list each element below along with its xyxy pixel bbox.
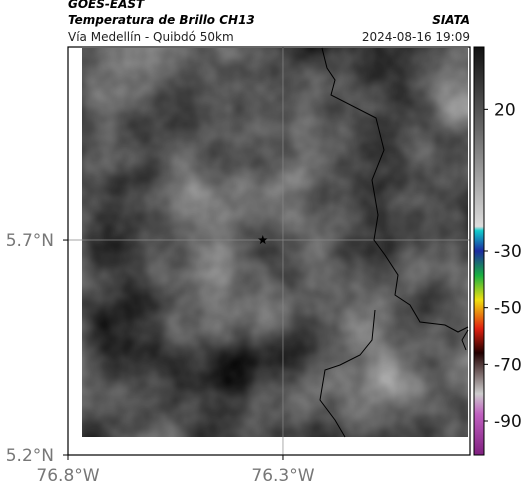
- colorbar-label: -30: [494, 242, 522, 262]
- x-tick-label: 76.8°W: [36, 466, 99, 486]
- colorbar-label: 20: [494, 100, 516, 120]
- subtitle: Temperatura de Brillo CH13: [68, 13, 255, 27]
- title: GOES-EAST: [68, 0, 145, 11]
- colorbar-label: -70: [494, 355, 522, 375]
- colorbar-label: -90: [494, 412, 522, 432]
- colorbar-label: -50: [494, 299, 522, 319]
- cloud-texture: [82, 48, 468, 437]
- x-tick-label: 76.3°W: [251, 466, 314, 486]
- y-tick-label: 5.7°N: [6, 231, 54, 251]
- route: Vía Medellín - Quibdó 50km: [68, 30, 234, 44]
- y-tick-label: 5.2°N: [6, 446, 54, 466]
- colorbar: [473, 46, 485, 456]
- location-marker: [258, 235, 268, 245]
- map-frame: [67, 46, 471, 456]
- border-line: [319, 47, 469, 438]
- source: SIATA: [432, 13, 470, 27]
- timestamp: 2024-08-16 19:09: [362, 30, 470, 44]
